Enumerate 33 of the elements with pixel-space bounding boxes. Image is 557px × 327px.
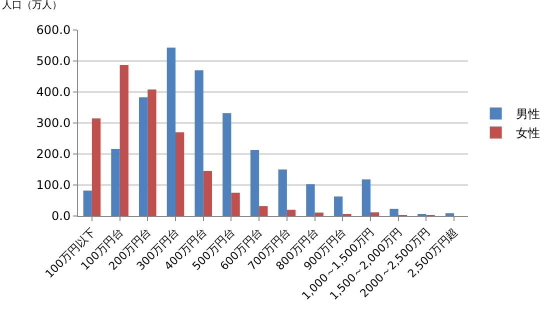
y-tick-label: 100.0 <box>36 178 71 192</box>
bar <box>390 208 398 216</box>
bar <box>92 118 101 216</box>
bar <box>222 113 232 216</box>
legend-label: 女性 <box>516 126 540 140</box>
bar <box>259 206 268 216</box>
bar <box>176 132 184 216</box>
y-tick-label: 200.0 <box>36 147 71 162</box>
bar <box>120 65 128 216</box>
y-axis-title: 人口（万人） <box>2 0 62 11</box>
legend-label: 男性 <box>516 107 540 122</box>
bar <box>306 184 315 216</box>
bar <box>83 190 92 216</box>
bar <box>370 212 380 216</box>
bar <box>250 150 260 216</box>
bar <box>334 196 343 216</box>
y-tick-label: 0.0 <box>52 209 71 224</box>
bar <box>194 70 204 216</box>
bar <box>445 213 454 216</box>
bar <box>166 48 176 216</box>
bar <box>148 90 156 216</box>
bar <box>111 149 120 216</box>
bar <box>203 171 212 216</box>
y-tick-label: 500.0 <box>36 54 71 68</box>
y-tick-label: 400.0 <box>36 85 71 100</box>
bar <box>278 170 287 216</box>
bar <box>231 192 240 216</box>
bar <box>286 210 296 216</box>
bar <box>362 179 370 216</box>
bar <box>314 212 324 216</box>
bar <box>139 97 148 216</box>
y-tick-label: 600.0 <box>36 23 71 38</box>
y-tick-label: 300.0 <box>36 116 71 130</box>
